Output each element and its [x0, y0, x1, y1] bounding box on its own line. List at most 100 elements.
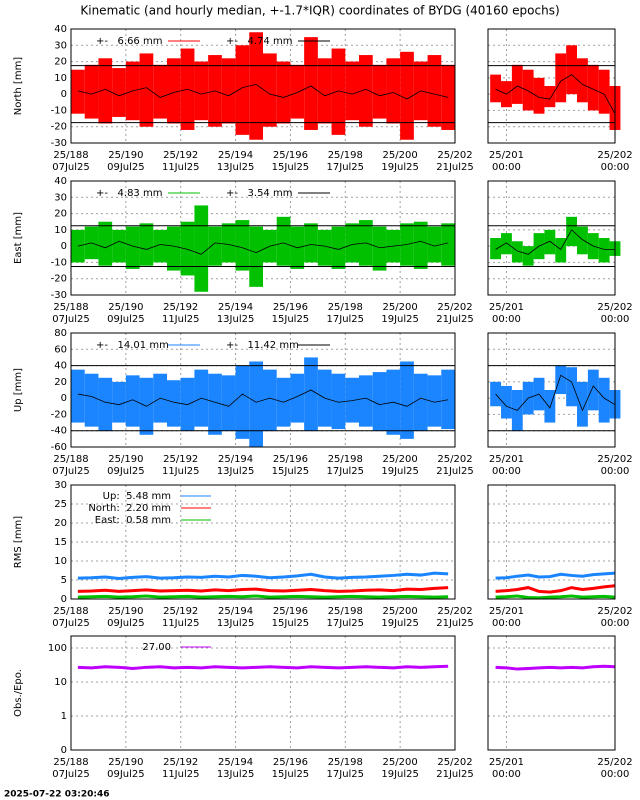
x-tick-date: 17Jul25: [327, 769, 365, 780]
x-tick-label: 25/198: [328, 302, 363, 313]
range-band: [167, 58, 181, 124]
y-tick-label: 40: [54, 24, 67, 35]
plot-frame: [487, 180, 616, 296]
y-tick-label: -30: [51, 138, 67, 149]
plot-frame: [70, 484, 456, 600]
series-line: [77, 594, 449, 599]
range-band: [194, 61, 209, 121]
y-tick-label: 10: [54, 225, 67, 236]
x-tick-label: 25/202: [437, 302, 472, 313]
range-band: [112, 381, 126, 423]
x-tick-label: 25/192: [163, 302, 198, 313]
y-axis-label: RMS [mm]: [13, 516, 24, 568]
legend-label: +- 6.66 mm: [96, 36, 162, 47]
y-axis-label: Obs./Epo.: [13, 669, 24, 717]
range-band: [413, 373, 428, 431]
plot-frame: [70, 180, 456, 296]
x-tick-label: 25/202: [437, 454, 472, 465]
y-tick-label: 10: [54, 73, 67, 84]
x-tick-date: 11Jul25: [162, 618, 200, 629]
range-band: [400, 51, 414, 140]
timestamp: 2025-07-22 03:20:46: [4, 790, 109, 800]
x-tick-label: 25/196: [273, 606, 308, 617]
range-band: [290, 64, 305, 119]
y-tick-label: 0: [61, 745, 67, 756]
x-tick-label: 25/194: [218, 150, 253, 161]
range-band: [566, 45, 578, 95]
x-tick-label: 25/192: [163, 606, 198, 617]
x-tick-label: 25/200: [383, 757, 418, 768]
range-band: [386, 58, 401, 124]
x-tick-date: 07Jul25: [52, 769, 90, 780]
range-band: [84, 373, 99, 427]
x-tick-date: 00:00: [492, 314, 521, 325]
y-tick-label: -20: [51, 122, 67, 133]
x-tick-date: 19Jul25: [381, 162, 419, 173]
y-axis-label: North [mm]: [13, 57, 24, 116]
legend-label: +- 11.42 mm: [226, 340, 299, 351]
x-tick-date: 00:00: [601, 162, 630, 173]
plot-frame: [70, 332, 456, 448]
y-axis-label: East [mm]: [13, 212, 24, 264]
range-band: [276, 216, 291, 266]
range-band: [112, 229, 126, 263]
series-line: [495, 594, 616, 600]
y-tick-label: 20: [54, 377, 67, 388]
y-tick-label: 25: [54, 499, 67, 510]
range-band: [221, 223, 236, 263]
range-band: [441, 64, 455, 130]
x-tick-label: 25/201: [489, 757, 524, 768]
range-band: [153, 64, 167, 119]
x-tick-label: 25/196: [273, 757, 308, 768]
range-band: [555, 53, 567, 103]
x-tick-label: 25/201: [489, 454, 524, 465]
range-band: [263, 369, 277, 431]
range-band: [372, 372, 387, 431]
x-tick-date: 11Jul25: [162, 314, 200, 325]
x-tick-label: 25/192: [163, 757, 198, 768]
plot-frame: [487, 635, 616, 751]
y-tick-label: 30: [54, 480, 67, 491]
series-line: [495, 571, 616, 580]
series-line: [77, 586, 449, 593]
range-band: [290, 373, 305, 423]
range-band: [249, 361, 263, 447]
x-tick-date: 21Jul25: [436, 162, 474, 173]
range-band: [208, 373, 222, 435]
plot-frame: [70, 635, 456, 751]
x-tick-label: 25/202: [597, 150, 632, 161]
range-band: [544, 86, 556, 108]
y-tick-label: -10: [51, 105, 67, 116]
range-band: [490, 238, 502, 260]
x-tick-label: 25/188: [53, 302, 88, 313]
x-tick-date: 17Jul25: [327, 314, 365, 325]
range-band: [511, 241, 523, 263]
y-tick-label: 80: [54, 328, 67, 339]
range-band: [566, 216, 578, 247]
x-tick-label: 25/196: [273, 150, 308, 161]
x-tick-label: 25/198: [328, 757, 363, 768]
x-tick-label: 25/196: [273, 454, 308, 465]
x-tick-date: 15Jul25: [272, 314, 310, 325]
x-tick-label: 25/190: [108, 454, 143, 465]
range-band: [544, 229, 556, 255]
x-tick-label: 25/188: [53, 757, 88, 768]
x-tick-label: 25/190: [108, 302, 143, 313]
x-tick-date: 07Jul25: [52, 618, 90, 629]
legend-label: +- 4.83 mm: [96, 188, 162, 199]
range-band: [98, 221, 113, 266]
chart-title: Kinematic (and hourly median, +-1.7*IQR)…: [80, 4, 559, 18]
y-tick-label: 0: [61, 594, 67, 605]
x-tick-date: 19Jul25: [381, 466, 419, 477]
range-band: [167, 226, 181, 271]
range-band: [304, 357, 318, 431]
x-tick-label: 25/202: [437, 757, 472, 768]
x-tick-date: 00:00: [601, 769, 630, 780]
range-band: [304, 37, 318, 130]
range-band: [441, 369, 455, 430]
series-line: [77, 571, 449, 580]
x-tick-label: 25/202: [597, 606, 632, 617]
x-tick-date: 21Jul25: [436, 618, 474, 629]
x-tick-date: 00:00: [492, 466, 521, 477]
